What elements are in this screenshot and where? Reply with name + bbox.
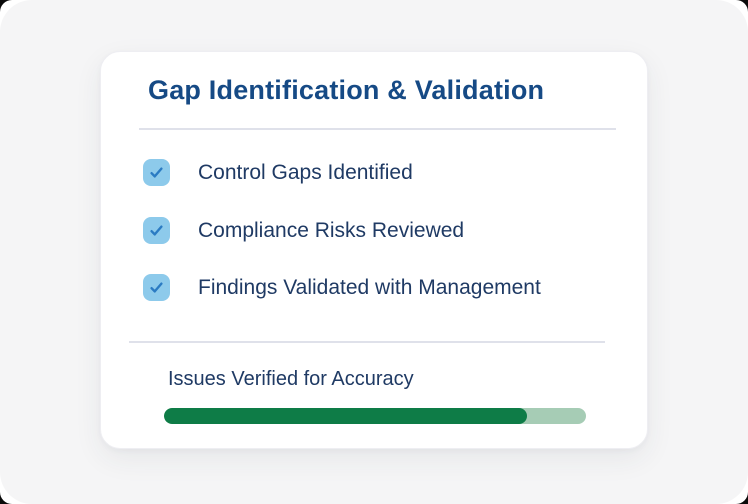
checklist-item-findings-validated: Findings Validated with Management [143, 274, 541, 301]
gap-validation-card: Gap Identification & Validation Control … [100, 51, 648, 449]
progress-fill [164, 408, 527, 424]
checklist-item-control-gaps: Control Gaps Identified [143, 159, 413, 186]
checklist-item-label: Findings Validated with Management [198, 275, 541, 299]
checkbox-checked[interactable] [143, 159, 170, 186]
checklist-item-compliance-risks: Compliance Risks Reviewed [143, 217, 464, 244]
checkbox-checked[interactable] [143, 217, 170, 244]
card-title: Gap Identification & Validation [148, 75, 545, 105]
checkmark-icon [150, 282, 163, 293]
progress-bar [164, 408, 586, 424]
divider-bottom [129, 341, 605, 343]
checkmark-icon [150, 225, 163, 236]
divider-top [139, 128, 616, 130]
checkbox-checked[interactable] [143, 274, 170, 301]
checkmark-icon [150, 167, 163, 178]
checklist-item-label: Control Gaps Identified [198, 160, 413, 184]
progress-label: Issues Verified for Accuracy [168, 368, 414, 390]
checklist-item-label: Compliance Risks Reviewed [198, 218, 465, 242]
